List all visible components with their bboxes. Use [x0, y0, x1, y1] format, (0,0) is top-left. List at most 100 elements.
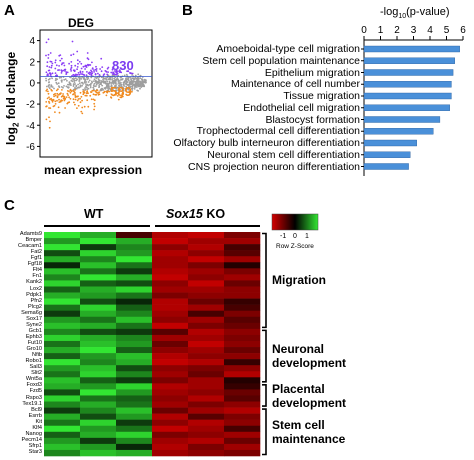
- scatter-point: [99, 68, 101, 70]
- scatter-point: [52, 99, 55, 101]
- scatter-point: [121, 88, 123, 90]
- heatmap-cell: [224, 347, 261, 354]
- heatmap-cell: [80, 232, 117, 239]
- scatter-point: [82, 65, 85, 68]
- heatmap-cell: [152, 377, 189, 384]
- legend-tick-neg1: -1: [280, 233, 287, 240]
- scatter-point: [61, 79, 63, 82]
- scatter-point: [69, 91, 72, 94]
- heatmap-cell: [80, 244, 117, 251]
- scatter-point: [131, 72, 134, 75]
- heatmap-cell: [44, 371, 81, 378]
- scatter-point: [115, 78, 117, 81]
- scatter-point: [55, 64, 58, 67]
- heatmap-row-label: Sall3: [29, 364, 42, 371]
- heatmap-cell: [152, 365, 189, 372]
- heatmap-cell: [152, 383, 189, 390]
- scatter-point: [46, 73, 49, 75]
- row-group-label-line: Placental: [272, 381, 325, 396]
- scatter-point: [112, 94, 115, 97]
- heatmap-cell: [224, 365, 261, 372]
- scatter-point: [78, 60, 81, 63]
- bar-category-label: Maintenance of cell number: [231, 78, 360, 91]
- scatter-point: [106, 80, 109, 83]
- heatmap-cell: [80, 449, 117, 457]
- scatter-point: [90, 74, 93, 77]
- panel-letter-c: C: [4, 197, 15, 214]
- heatmap-cell: [188, 353, 225, 360]
- scatter-point: [84, 78, 87, 81]
- scatter-point: [131, 74, 134, 76]
- heatmap-cell: [44, 238, 81, 245]
- row-group-label-line: development: [272, 395, 347, 410]
- scatter-point: [114, 85, 116, 88]
- scatter-point: [108, 80, 111, 83]
- heatmap-cell: [188, 407, 225, 414]
- scatter-point: [48, 100, 50, 103]
- scatter-point: [50, 84, 53, 86]
- heatmap-cell: [224, 286, 261, 293]
- scatter-point: [105, 94, 108, 97]
- scatter-point: [129, 78, 132, 80]
- heatmap-cell: [188, 310, 225, 318]
- heatmap-cell: [188, 334, 225, 342]
- scatter-point: [135, 77, 138, 80]
- scatter-point: [81, 84, 83, 87]
- heatmap-cell: [44, 232, 81, 239]
- scatter-point: [70, 61, 73, 63]
- scatter-point: [117, 74, 120, 77]
- heatmap-cell: [152, 298, 189, 305]
- scatter-point: [61, 89, 63, 91]
- heatmap-row-label: Fat2: [30, 249, 42, 256]
- heatmap-cell: [188, 425, 225, 433]
- heatmap-cell: [80, 256, 117, 263]
- scatter-point: [48, 81, 50, 84]
- row-group-label-line: development: [272, 356, 347, 371]
- scatter-point: [68, 62, 70, 65]
- scatter-point: [47, 38, 50, 41]
- scatter-point: [57, 106, 60, 109]
- scatter-point: [70, 54, 72, 57]
- scatter-point: [54, 111, 56, 113]
- heatmap-cell: [80, 443, 117, 451]
- scatter-point: [84, 87, 86, 89]
- heatmap-cell: [152, 262, 189, 269]
- scatter-point: [102, 78, 104, 81]
- scatter-point: [54, 100, 57, 103]
- scatter-point: [89, 73, 91, 76]
- scatter-point: [98, 86, 100, 89]
- heatmap-row-label: Bmper: [25, 237, 42, 244]
- heatmap-cell: [80, 389, 117, 396]
- heatmap-cell: [116, 280, 153, 287]
- scatter-point: [106, 67, 109, 70]
- scatter-point: [81, 71, 84, 73]
- heatmap-cell: [116, 340, 153, 348]
- scatter-point: [92, 86, 95, 89]
- heatmap-group-ko: Sox15 KO: [166, 207, 226, 221]
- scatter-point: [93, 78, 96, 81]
- scatter-point: [83, 81, 86, 84]
- heatmap-cell: [44, 377, 81, 384]
- heatmap-cell: [80, 262, 117, 269]
- heatmap-cell: [152, 353, 189, 360]
- heatmap-cell: [80, 304, 117, 311]
- scatter-point: [106, 87, 109, 89]
- scatter-ytick-label: -4: [26, 121, 35, 132]
- scatter-point: [54, 59, 57, 62]
- heatmap-cell: [80, 383, 117, 390]
- scatter-point: [84, 88, 87, 91]
- heatmap-cell: [116, 328, 153, 336]
- heatmap-cell: [44, 310, 81, 318]
- heatmap-cell: [80, 250, 117, 257]
- scatter-point: [69, 89, 72, 92]
- heatmap-cell: [80, 395, 117, 402]
- heatmap-cell: [44, 407, 81, 414]
- heatmap-cell: [188, 389, 225, 396]
- scatter-point: [119, 71, 121, 73]
- heatmap-row-label: Adamts9: [19, 231, 42, 237]
- heatmap-cell: [44, 340, 81, 348]
- scatter-point: [70, 84, 72, 87]
- scatter-point: [76, 99, 79, 102]
- heatmap-cell: [188, 232, 225, 239]
